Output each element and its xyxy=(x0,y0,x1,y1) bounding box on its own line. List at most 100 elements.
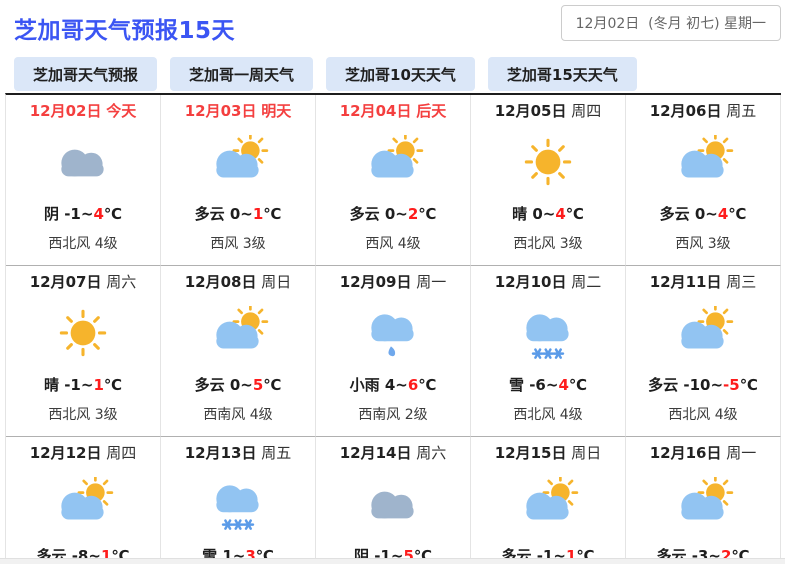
cell-weekday-text: 周一 xyxy=(726,444,757,462)
temp-low: 4 xyxy=(384,376,396,394)
condition-text: 雪 xyxy=(508,376,524,394)
cell-date-header: 12月03日 明天 xyxy=(161,95,315,125)
temp-tilde: ~ xyxy=(80,205,94,223)
forecast-day-cell[interactable]: 12月14日 周六 阴 -1~5℃ 西风 3级 xyxy=(316,437,471,564)
temp-high: 4 xyxy=(555,205,566,223)
temp-unit: ℃ xyxy=(263,376,282,394)
weather-icon-partly-cloudy xyxy=(626,467,780,543)
forecast-day-cell[interactable]: 12月05日 周四 晴 0~4℃ 西北风 3级 xyxy=(471,95,626,266)
cell-date-text: 12月07日 xyxy=(29,273,102,291)
temp-low: -6 xyxy=(529,376,546,394)
weather-icon-overcast xyxy=(316,467,470,543)
temperature-line: 雪 -6~4℃ xyxy=(471,374,625,395)
temperature-line: 多云 0~4℃ xyxy=(626,203,780,224)
next-section-edge xyxy=(0,558,785,564)
weather-icon-sunny xyxy=(471,125,625,201)
forecast-day-cell[interactable]: 12月04日 后天 多云 0~2℃ 西风 4级 xyxy=(316,95,471,266)
weather-icon-overcast xyxy=(6,125,160,201)
condition-text: 阴 xyxy=(43,205,59,223)
wind-info: 西风 3级 xyxy=(210,236,266,252)
tab-week-forecast[interactable]: 芝加哥一周天气 xyxy=(170,57,314,91)
cell-weekday-text: 周四 xyxy=(106,444,137,462)
page-title: 芝加哥天气预报15天 xyxy=(14,18,236,44)
temp-high: 4 xyxy=(93,205,104,223)
cell-date-text: 12月16日 xyxy=(649,444,722,462)
forecast-day-cell[interactable]: 12月10日 周二 雪 -6~4℃ 西北风 4级 xyxy=(471,266,626,437)
temp-tilde: ~ xyxy=(542,205,556,223)
wind-info: 西风 3级 xyxy=(675,236,731,252)
weather-icon-partly-cloudy xyxy=(626,125,780,201)
forecast-day-cell[interactable]: 12月02日 今天 阴 -1~4℃ 西北风 4级 xyxy=(6,95,161,266)
weather-icon-snow xyxy=(161,467,315,543)
weather-icon-partly-cloudy xyxy=(6,467,160,543)
temp-high: 5 xyxy=(252,376,264,394)
wind-info: 西北风 4级 xyxy=(513,407,583,423)
temp-high: 4 xyxy=(717,205,729,223)
temp-tilde: ~ xyxy=(395,376,408,394)
cell-date-text: 12月09日 xyxy=(339,273,412,291)
wind-info: 西南风 2级 xyxy=(358,407,428,423)
temp-unit: ℃ xyxy=(103,205,123,223)
temp-high: 4 xyxy=(558,376,569,394)
temp-high: 1 xyxy=(93,376,104,394)
temp-high: 1 xyxy=(565,547,577,564)
forecast-day-cell[interactable]: 12月16日 周一 多云 -3~2℃ 西北风 2级 xyxy=(626,437,781,564)
temperature-line: 多云 0~1℃ xyxy=(161,203,315,224)
temp-tilde: ~ xyxy=(710,376,724,394)
forecast-day-cell[interactable]: 12月09日 周一 小雨 4~6℃ 西南风 2级 xyxy=(316,266,471,437)
forecast-day-cell[interactable]: 12月06日 周五 多云 0~4℃ 西风 3级 xyxy=(626,95,781,266)
current-date-box: 12月02日 (冬月 初七) 星期一 xyxy=(560,5,781,41)
cell-date-header: 12月13日 周五 xyxy=(161,437,315,467)
tab-15day-forecast[interactable]: 芝加哥15天天气 xyxy=(487,57,637,91)
temp-unit: ℃ xyxy=(739,376,758,394)
cell-date-text: 12月11日 xyxy=(649,273,722,291)
cell-date-text: 12月04日 xyxy=(339,102,412,120)
cell-date-text: 12月06日 xyxy=(649,102,722,120)
temp-unit: ℃ xyxy=(728,205,747,223)
temp-high: -5 xyxy=(723,376,740,394)
temp-tilde: ~ xyxy=(395,205,408,223)
temp-unit: ℃ xyxy=(418,205,437,223)
temp-unit: ℃ xyxy=(263,205,282,223)
forecast-day-cell[interactable]: 12月11日 周三 多云 -10~-5℃ 西北风 4级 xyxy=(626,266,781,437)
forecast-day-cell[interactable]: 12月08日 周日 多云 0~5℃ 西南风 4级 xyxy=(161,266,316,437)
cell-date-header: 12月09日 周一 xyxy=(316,266,470,296)
forecast-day-cell[interactable]: 12月03日 明天 多云 0~1℃ 西风 3级 xyxy=(161,95,316,266)
forecast-day-cell[interactable]: 12月15日 周日 多云 -1~1℃ 西风 3级 xyxy=(471,437,626,564)
forecast-day-cell[interactable]: 12月07日 周六 晴 -1~1℃ 西北风 3级 xyxy=(6,266,161,437)
temp-tilde: ~ xyxy=(240,376,253,394)
cell-date-header: 12月12日 周四 xyxy=(6,437,160,467)
temperature-line: 晴 -1~1℃ xyxy=(6,374,160,395)
weather-icon-partly-cloudy xyxy=(471,467,625,543)
tab-10day-forecast[interactable]: 芝加哥10天天气 xyxy=(326,57,475,91)
weather-icon-sunny xyxy=(6,296,160,372)
temperature-line: 多云 0~2℃ xyxy=(316,203,470,224)
cell-date-text: 12月10日 xyxy=(494,273,567,291)
cell-weekday-text: 周日 xyxy=(571,444,602,462)
cell-date-header: 12月14日 周六 xyxy=(316,437,470,467)
temp-low: -1 xyxy=(64,376,81,394)
temperature-line: 小雨 4~6℃ xyxy=(316,374,470,395)
forecast-day-cell[interactable]: 12月13日 周五 雪 1~3℃ 南风 4级 xyxy=(161,437,316,564)
cell-weekday-text: 周二 xyxy=(571,273,602,291)
cell-weekday-text: 周日 xyxy=(261,273,292,291)
temp-unit: ℃ xyxy=(103,376,123,394)
temp-low: 0 xyxy=(229,376,241,394)
temp-low: 1 xyxy=(222,547,233,564)
cell-weekday-text: 周一 xyxy=(416,273,447,291)
cell-weekday-text: 周五 xyxy=(726,102,757,120)
temp-high: 1 xyxy=(100,547,112,564)
tab-today-forecast[interactable]: 芝加哥天气预报 xyxy=(14,57,158,91)
cell-date-header: 12月10日 周二 xyxy=(471,266,625,296)
temp-high: 6 xyxy=(407,376,419,394)
cell-date-header: 12月15日 周日 xyxy=(471,437,625,467)
condition-text: 晴 xyxy=(43,376,59,394)
forecast-day-cell[interactable]: 12月12日 周四 多云 -8~1℃ 南风 3级 xyxy=(6,437,161,564)
cell-weekday-text: 周四 xyxy=(571,102,602,120)
cell-date-header: 12月02日 今天 xyxy=(6,95,160,125)
cell-weekday-text: 周三 xyxy=(726,273,757,291)
cell-date-header: 12月06日 周五 xyxy=(626,95,780,125)
condition-text: 晴 xyxy=(512,205,528,223)
weather-icon-partly-cloudy xyxy=(626,296,780,372)
